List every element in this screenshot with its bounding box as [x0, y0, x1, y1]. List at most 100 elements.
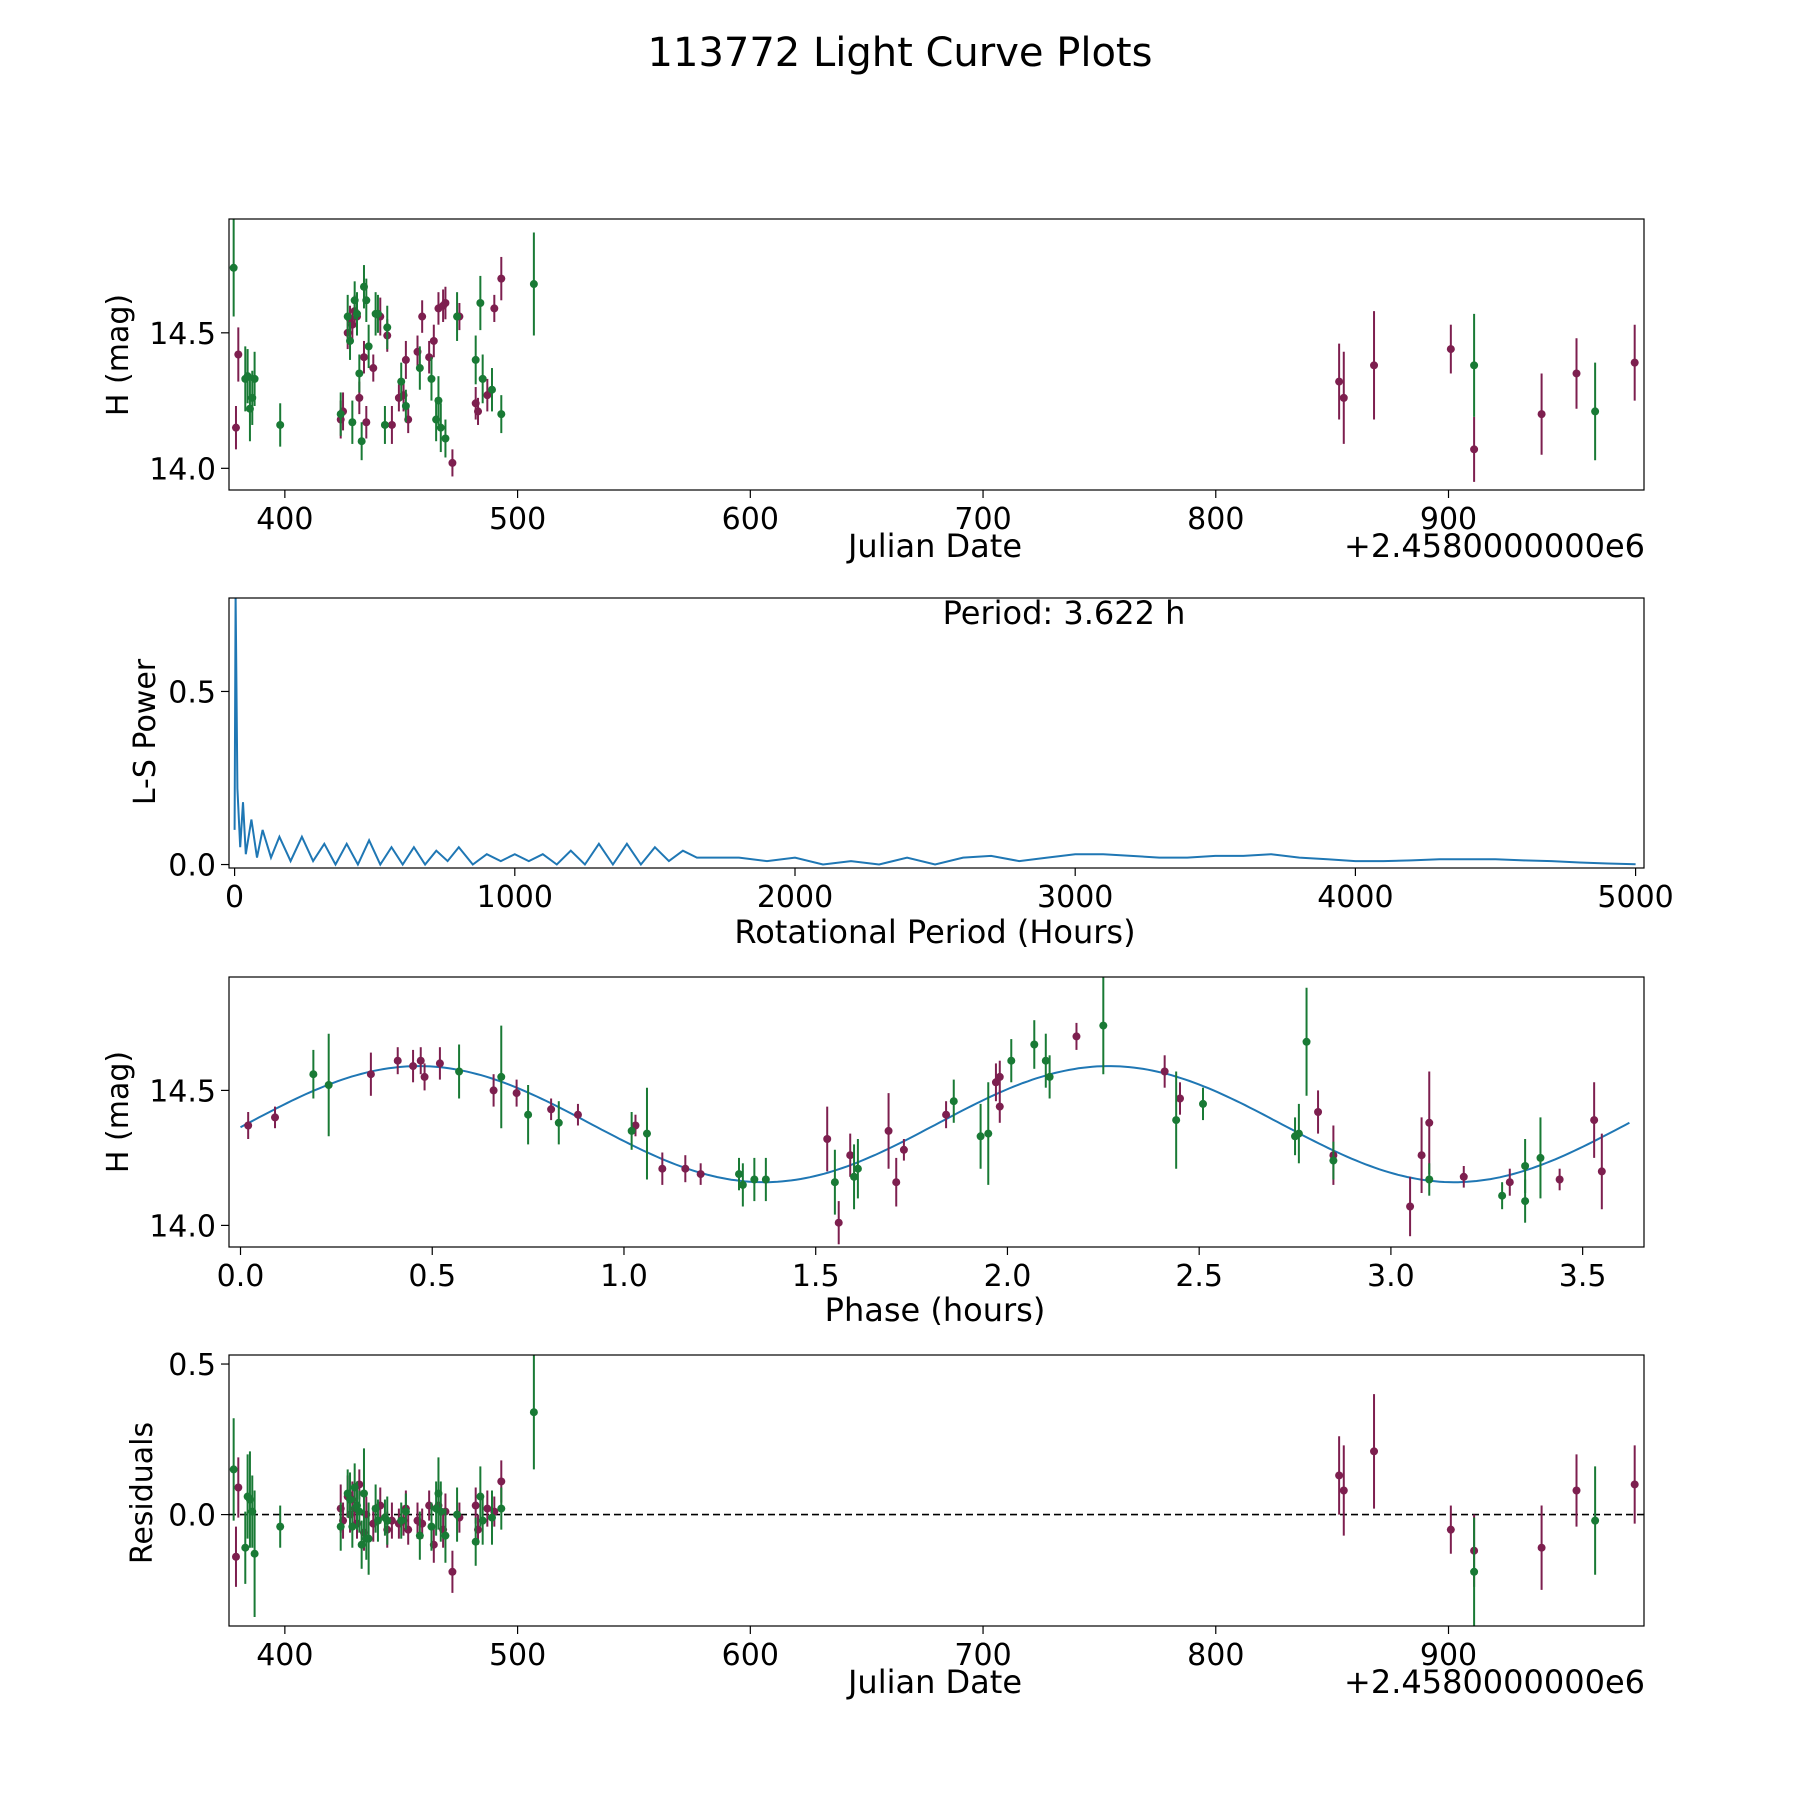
lightcurve-filter_a-point [355, 393, 364, 402]
residuals-filter_b-point [1470, 1567, 1479, 1576]
lightcurve-filter_b-point [497, 410, 506, 419]
lightcurve-filter_b-point [1591, 407, 1600, 416]
phased-filter_b-point [850, 1172, 859, 1181]
residuals-filter_a-point [231, 1552, 240, 1561]
phased-filter_a-point [244, 1121, 253, 1130]
phased-filter_b-point [761, 1175, 770, 1184]
phased-filter_b-point [853, 1164, 862, 1173]
lightcurve-filter_b-point [471, 355, 480, 364]
residuals-filter_b-point [276, 1522, 285, 1531]
phased-filter_a-point [696, 1170, 705, 1179]
residuals-filter_b-point [383, 1516, 392, 1525]
phased-filter_b-point [642, 1129, 651, 1138]
residuals-filter_b-point [441, 1531, 450, 1540]
residuals-xtick-label: 400 [256, 1638, 313, 1673]
phased-filter_a-point [409, 1062, 418, 1071]
lightcurve-filter_b-point [397, 377, 406, 386]
residuals-xlabel: Julian Date [846, 1663, 1022, 1701]
lightcurve-filter_a-point [387, 420, 396, 429]
phased-filter_b-point [1041, 1056, 1050, 1065]
lightcurve-filter_a-point [234, 350, 243, 359]
periodogram-xtick-label: 5000 [1597, 880, 1673, 915]
residuals-filter_b-point [355, 1507, 364, 1516]
phased-filter_a-point [512, 1089, 521, 1098]
lightcurve-filter_b-point [276, 420, 285, 429]
residuals-filter_b-point [1591, 1516, 1600, 1525]
lightcurve-filter_a-point [359, 353, 368, 362]
residuals-filter_b-point [346, 1495, 355, 1504]
phased-filter_a-point [1406, 1202, 1415, 1211]
periodogram-ytick-label: 0.5 [168, 675, 216, 710]
residuals-filter_b-point [359, 1489, 368, 1498]
lightcurve-filter_b-point [336, 410, 345, 419]
phased-filter_b-point [1199, 1099, 1208, 1108]
lightcurve-filter_b-point [250, 374, 259, 383]
panel-periodogram: L-S Power Rotational Period (Hours) Peri… [128, 594, 1674, 951]
lightcurve-xtick-label: 400 [256, 502, 313, 537]
lightcurve-filter_b-point [355, 369, 364, 378]
phased-filter_a-point [892, 1178, 901, 1187]
figure-title: 113772 Light Curve Plots [648, 30, 1153, 76]
residuals-filter_a-point [471, 1501, 480, 1510]
lightcurve-filter_b-point [373, 309, 382, 318]
periodogram-xtick-label: 3000 [1037, 880, 1113, 915]
phased-filter_b-point [1521, 1162, 1530, 1170]
phased-filter_b-point [1045, 1072, 1054, 1081]
phased-filter_a-point [1425, 1118, 1434, 1127]
periodogram-xlabel: Rotational Period (Hours) [734, 913, 1135, 951]
lightcurve-filter_a-point [441, 299, 450, 308]
phased-filter_b-point [1498, 1191, 1507, 1200]
residuals-filter_b-point [471, 1537, 480, 1546]
phased-model-curve [240, 1065, 1630, 1184]
residuals-offset-label: +2.4580000000e6 [1344, 1663, 1645, 1701]
lightcurve-filter_b-point [343, 312, 352, 321]
lightcurve-filter_b-point [441, 434, 450, 443]
lightcurve-filter_b-point [380, 420, 389, 429]
phased-filter_b-point [735, 1170, 744, 1179]
residuals-filter_b-point [436, 1507, 445, 1516]
phased-filter_b-point [750, 1175, 759, 1184]
phased-filter_a-point [1590, 1116, 1599, 1125]
periodogram-xtick-label: 0 [225, 880, 244, 915]
residuals-xtick-label: 700 [954, 1638, 1011, 1673]
lightcurve-filter_b-point [453, 312, 462, 321]
residuals-filter_a-point [1630, 1480, 1639, 1489]
lightcurve-filter_a-point [1446, 345, 1455, 354]
lightcurve-xlabel: Julian Date [846, 527, 1022, 565]
lightcurve-xtick-label: 700 [954, 502, 1011, 537]
phased-filter_b-point [830, 1178, 839, 1187]
phased-filter_a-point [884, 1126, 893, 1135]
periodogram-power-line [233, 598, 1636, 867]
phased-filter_a-point [416, 1056, 425, 1065]
lightcurve-filter_b-point [364, 342, 373, 351]
phased-filter_b-point [1521, 1197, 1530, 1206]
phased-filter_b-point [1425, 1175, 1434, 1184]
lightcurve-filter_a-point [1572, 369, 1581, 378]
phased-filter_a-point [1072, 1032, 1081, 1041]
lightcurve-data-group [229, 219, 1639, 482]
phased-filter_a-point [1314, 1108, 1323, 1116]
residuals-ytick-label: 0.0 [168, 1499, 216, 1534]
phased-filter_b-point [497, 1072, 506, 1081]
phased-xtick-label: 1.5 [792, 1259, 840, 1294]
lightcurve-filter_b-point [346, 336, 355, 345]
residuals-filter_b-point [487, 1513, 496, 1522]
residuals-filter_b-point [364, 1534, 373, 1543]
periodogram-xtick-label: 2000 [757, 880, 833, 915]
phased-filter_b-point [1536, 1153, 1545, 1162]
lightcurve-filter_a-point [1335, 377, 1344, 386]
lightcurve-filter_b-point [487, 385, 496, 394]
lightcurve-filter_a-point [448, 458, 457, 467]
phased-filter_b-point [627, 1126, 636, 1135]
phased-filter_a-point [899, 1145, 908, 1154]
phased-filter_a-point [1459, 1172, 1468, 1181]
residuals-filter_a-point [497, 1477, 506, 1486]
lightcurve-filter_b-point [476, 299, 485, 308]
residuals-filter_a-point [483, 1504, 492, 1513]
phased-filter_a-point [995, 1102, 1004, 1111]
lightcurve-filter_a-point [231, 423, 240, 432]
phased-filter_b-point [1294, 1129, 1303, 1138]
periodogram-xtick-label: 4000 [1317, 880, 1393, 915]
phased-filter_b-point [455, 1067, 464, 1076]
